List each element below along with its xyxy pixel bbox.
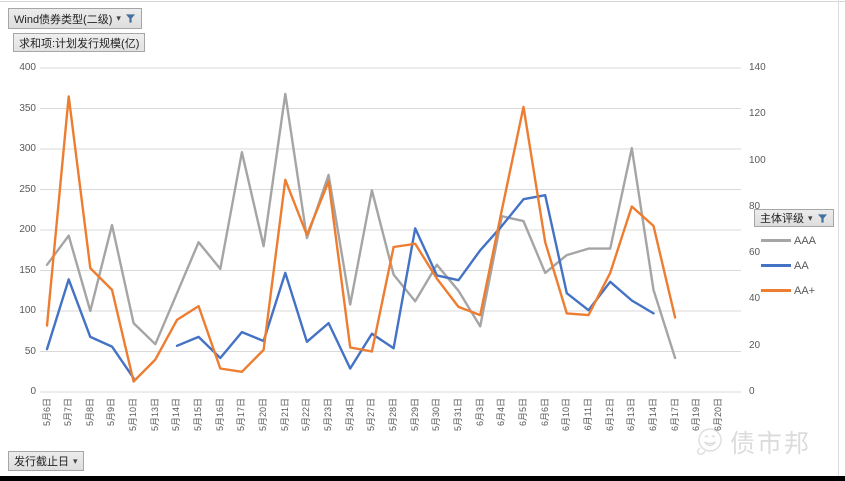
x-axis-tick-label: 5月23日 (323, 398, 334, 432)
x-axis-tick-label: 5月17日 (236, 398, 247, 432)
left-axis-tick-label: 250 (19, 183, 36, 195)
x-axis-tick-label: 6月4日 (496, 398, 507, 427)
axis-filter-label: 发行截止日 (14, 456, 69, 468)
x-axis-tick-label: 6月3日 (474, 398, 485, 427)
legend-item-aa: AA (761, 253, 816, 278)
right-axis-tick-label: 140 (749, 62, 766, 73)
legend-label: AA+ (794, 284, 816, 297)
x-axis-tick-label: 5月31日 (453, 398, 464, 432)
legend-line-swatch (761, 239, 791, 242)
x-axis-tick-label: 6月11日 (583, 398, 593, 431)
chevron-down-icon: ▾ (808, 212, 813, 223)
x-axis-tick-label: 5月24日 (344, 398, 355, 432)
chart-legend: AAA AA AA+ (761, 228, 816, 303)
right-axis-tick-label: 40 (749, 293, 761, 305)
chevron-down-icon: ▾ (73, 455, 78, 466)
right-axis-tick-label: 120 (749, 108, 766, 120)
value-field-button[interactable]: 求和项:计划发行规模(亿) (13, 33, 146, 52)
x-axis-tick-label: 5月8日 (84, 398, 95, 427)
x-axis-tick-label: 5月21日 (279, 398, 290, 432)
series-filter-label: Wind债券类型(二级) (14, 13, 113, 26)
x-axis-tick-label: 5月14日 (171, 398, 182, 432)
x-axis-tick-label: 5月9日 (106, 398, 117, 427)
watermark: 债市邦 (692, 424, 811, 460)
filter-funnel-icon (125, 14, 136, 23)
legend-line-swatch (761, 264, 791, 267)
smiley-face-icon (697, 428, 722, 455)
legend-line-swatch (761, 289, 791, 292)
chevron-down-icon: ▾ (116, 13, 121, 23)
x-axis-tick-label: 5月22日 (301, 398, 312, 432)
left-axis-tick-label: 150 (19, 264, 36, 276)
x-axis-tick-label: 5月10日 (128, 398, 139, 432)
legend-label: AAA (794, 234, 817, 247)
right-axis-tick-label: 0 (749, 386, 755, 397)
x-axis-tick-label: 6月12日 (604, 398, 615, 432)
x-axis-tick-label: 5月29日 (409, 398, 420, 432)
legend-label: AA (794, 259, 809, 272)
x-axis-tick-label: 5月16日 (214, 398, 225, 432)
value-field-label: 求和项:计划发行规模(亿) (19, 37, 140, 50)
x-axis-tick-label: 5月15日 (193, 398, 204, 432)
right-border-line (838, 0, 839, 476)
watermark-text: 债市邦 (730, 430, 812, 458)
left-axis-tick-label: 100 (19, 305, 36, 316)
legend-item-aa+: AA+ (761, 278, 816, 303)
legend-filter-label: 主体评级 (760, 213, 804, 225)
left-axis-tick-label: 400 (19, 62, 36, 73)
x-axis-tick-label: 5月30日 (431, 398, 442, 432)
x-axis-tick-label: 6月14日 (647, 398, 658, 432)
series-line-aa+ (45, 95, 677, 383)
series-line-aa (45, 194, 655, 380)
x-axis-tick-label: 5月6日 (41, 398, 52, 427)
legend-item-aaa: AAA (761, 228, 816, 253)
x-axis-tick-label: 6月6日 (539, 398, 550, 427)
x-axis-tick-label: 5月13日 (149, 398, 160, 432)
left-axis-tick-label: 350 (19, 102, 36, 114)
axis-filter-button[interactable]: 发行截止日 ▾ (8, 451, 84, 471)
left-axis-tick-label: 0 (30, 386, 36, 397)
right-axis-tick-label: 20 (749, 339, 761, 351)
left-axis-tick-label: 50 (24, 345, 36, 357)
series-filter-button[interactable]: Wind债券类型(二级) ▾ (8, 8, 142, 29)
left-axis-tick-label: 300 (19, 143, 36, 154)
x-axis-tick-label: 5月27日 (366, 398, 377, 432)
top-border-line (0, 1, 845, 2)
x-axis-tick-label: 5月20日 (258, 398, 269, 432)
x-axis-tick-label: 6月13日 (626, 398, 637, 432)
x-axis-tick-label: 6月17日 (669, 398, 680, 432)
right-axis-tick-label: 100 (749, 154, 766, 166)
filter-funnel-icon (817, 213, 827, 223)
series-line-aaa (45, 92, 677, 360)
x-axis-tick-label: 6月5日 (518, 398, 529, 427)
legend-filter-button[interactable]: 主体评级 ▾ (754, 209, 834, 227)
x-axis-tick-label: 5月7日 (63, 398, 74, 427)
right-axis-tick-label: 80 (749, 200, 761, 212)
bottom-black-bar (0, 476, 845, 481)
right-axis-tick-label: 60 (749, 247, 761, 259)
left-axis-tick-label: 200 (19, 224, 36, 235)
x-axis-tick-label: 6月10日 (561, 398, 572, 432)
x-axis-tick-label: 5月28日 (388, 398, 399, 432)
